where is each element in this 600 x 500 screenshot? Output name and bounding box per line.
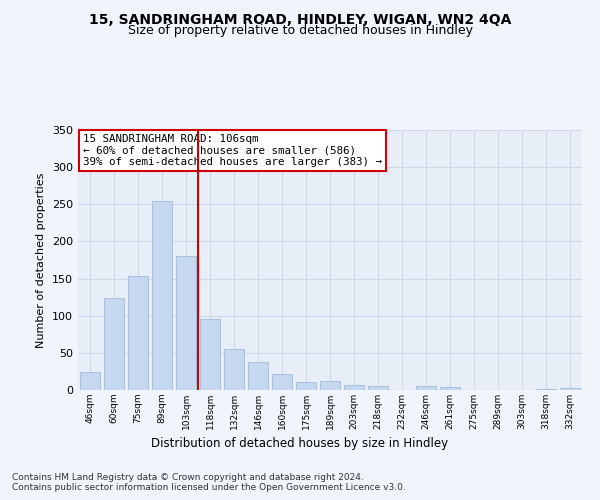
Bar bbox=[224, 349, 244, 390]
Text: 15, SANDRINGHAM ROAD, HINDLEY, WIGAN, WN2 4QA: 15, SANDRINGHAM ROAD, HINDLEY, WIGAN, WN… bbox=[89, 12, 511, 26]
Y-axis label: Number of detached properties: Number of detached properties bbox=[37, 172, 46, 348]
Bar bbox=[200, 320, 220, 390]
Bar bbox=[296, 382, 316, 390]
Bar bbox=[440, 387, 460, 390]
Bar bbox=[176, 256, 196, 390]
Bar bbox=[80, 372, 100, 390]
Text: Distribution of detached houses by size in Hindley: Distribution of detached houses by size … bbox=[151, 438, 449, 450]
Bar bbox=[368, 386, 388, 390]
Bar bbox=[248, 362, 268, 390]
Bar bbox=[320, 381, 340, 390]
Bar bbox=[344, 385, 364, 390]
Bar bbox=[104, 298, 124, 390]
Bar bbox=[128, 276, 148, 390]
Bar bbox=[536, 388, 556, 390]
Text: 15 SANDRINGHAM ROAD: 106sqm
← 60% of detached houses are smaller (586)
39% of se: 15 SANDRINGHAM ROAD: 106sqm ← 60% of det… bbox=[83, 134, 382, 167]
Bar bbox=[152, 200, 172, 390]
Text: Contains HM Land Registry data © Crown copyright and database right 2024.
Contai: Contains HM Land Registry data © Crown c… bbox=[12, 472, 406, 492]
Bar bbox=[272, 374, 292, 390]
Bar bbox=[560, 388, 580, 390]
Text: Size of property relative to detached houses in Hindley: Size of property relative to detached ho… bbox=[128, 24, 473, 37]
Bar bbox=[416, 386, 436, 390]
